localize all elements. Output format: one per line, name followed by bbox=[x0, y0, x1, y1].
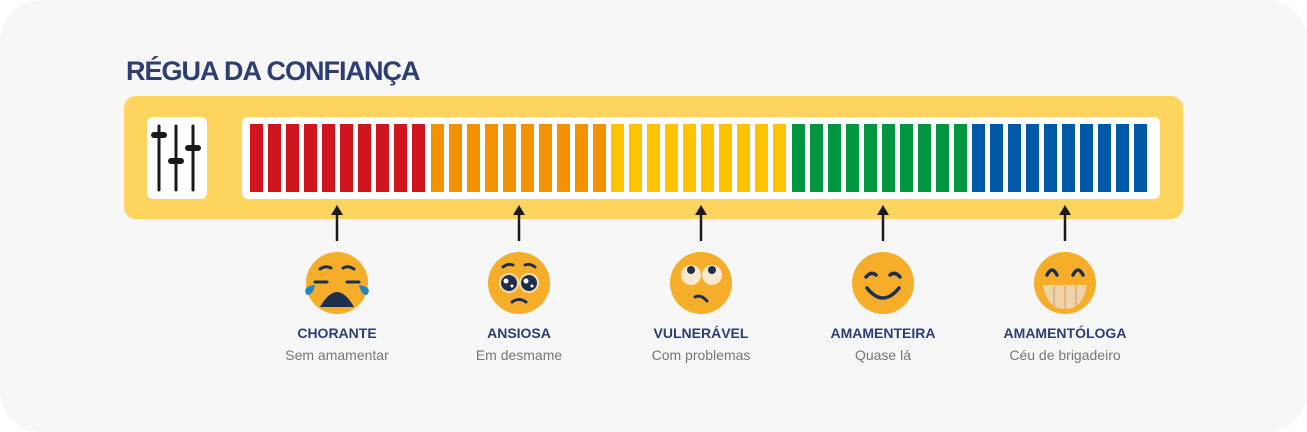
scale-bar bbox=[935, 124, 949, 192]
arrow-up-icon bbox=[1059, 205, 1071, 241]
scale-bar bbox=[1134, 124, 1148, 192]
scale-bar bbox=[394, 124, 408, 192]
scale-bar bbox=[701, 124, 715, 192]
level-subtitle: Sem amamentar bbox=[285, 347, 389, 363]
level-name: VULNERÁVEL bbox=[653, 325, 749, 341]
scale-bar bbox=[1080, 124, 1094, 192]
eye-roll-face-icon bbox=[670, 252, 732, 314]
scale-bar bbox=[502, 124, 516, 192]
level-amamenteira: AMAMENTEIRA Quase lá bbox=[793, 205, 973, 363]
arrow-up-icon bbox=[877, 205, 889, 241]
level-ansiosa: ANSIOSA Em desmame bbox=[429, 205, 609, 363]
scale-bar bbox=[809, 124, 823, 192]
scale-bar bbox=[340, 124, 354, 192]
scale-bar bbox=[250, 124, 263, 192]
grinning-face-icon bbox=[1034, 252, 1096, 314]
scale-bar bbox=[1026, 124, 1040, 192]
sliders-icon bbox=[147, 117, 207, 199]
level-subtitle: Quase lá bbox=[854, 347, 912, 363]
scale-bar bbox=[592, 124, 606, 192]
arrow-up-icon bbox=[695, 205, 707, 241]
pleading-face-icon bbox=[488, 252, 550, 314]
scale-bar bbox=[322, 124, 336, 192]
level-amamentologa: AMAMENTÓLOGA Céu de brigadeiro bbox=[975, 205, 1155, 363]
crying-face-icon bbox=[305, 252, 369, 314]
level-name: CHORANTE bbox=[297, 325, 377, 341]
scale-bar bbox=[953, 124, 967, 192]
scale-bar bbox=[1116, 124, 1130, 192]
scale-bar bbox=[484, 124, 498, 192]
scale-bar bbox=[376, 124, 390, 192]
scale-bar bbox=[755, 124, 769, 192]
scale-bar bbox=[358, 124, 372, 192]
scale-bar bbox=[863, 124, 877, 192]
scale-bar bbox=[899, 124, 913, 192]
arrow-up-icon bbox=[331, 205, 343, 241]
scale-bar bbox=[611, 124, 624, 192]
scale-bar bbox=[1098, 124, 1112, 192]
scale-bar bbox=[286, 124, 300, 192]
level-subtitle: Com problemas bbox=[651, 347, 751, 363]
scale-bar bbox=[412, 124, 426, 192]
scale-bar bbox=[972, 124, 985, 192]
scale-bar bbox=[629, 124, 643, 192]
scale-bar bbox=[719, 124, 733, 192]
scale-bar bbox=[520, 124, 534, 192]
smiling-face-icon bbox=[852, 252, 914, 314]
level-vulneravel: VULNERÁVEL Com problemas bbox=[611, 205, 791, 363]
scale-bars bbox=[242, 117, 1160, 199]
scale-bar bbox=[990, 124, 1004, 192]
level-chorante: CHORANTE Sem amamentar bbox=[247, 205, 427, 363]
scale-bar bbox=[683, 124, 697, 192]
scale-bar bbox=[665, 124, 679, 192]
scale-bar bbox=[737, 124, 751, 192]
level-name: AMAMENTÓLOGA bbox=[1003, 325, 1127, 341]
scale-bar bbox=[466, 124, 480, 192]
level-subtitle: Em desmame bbox=[475, 347, 563, 363]
scale-bar bbox=[430, 124, 444, 192]
scale-bar bbox=[881, 124, 895, 192]
scale-bar bbox=[1062, 124, 1076, 192]
scale-bar bbox=[647, 124, 661, 192]
scale-bar bbox=[304, 124, 318, 192]
level-name: AMAMENTEIRA bbox=[830, 325, 936, 341]
level-subtitle: Céu de brigadeiro bbox=[1009, 347, 1121, 363]
scale-bar bbox=[268, 124, 282, 192]
scale-bar bbox=[574, 124, 588, 192]
page-title: RÉGUA DA CONFIANÇA bbox=[126, 56, 420, 86]
scale-bar bbox=[791, 124, 805, 192]
scale-bar bbox=[917, 124, 931, 192]
scale-bar bbox=[773, 124, 787, 192]
scale-bar bbox=[845, 124, 859, 192]
level-name: ANSIOSA bbox=[487, 325, 551, 341]
scale-bar bbox=[538, 124, 552, 192]
scale-bar bbox=[827, 124, 841, 192]
scale-bar bbox=[1044, 124, 1058, 192]
scale-bar bbox=[448, 124, 462, 192]
scale-bar bbox=[1008, 124, 1022, 192]
arrow-up-icon bbox=[513, 205, 525, 241]
scale-bar bbox=[556, 124, 570, 192]
